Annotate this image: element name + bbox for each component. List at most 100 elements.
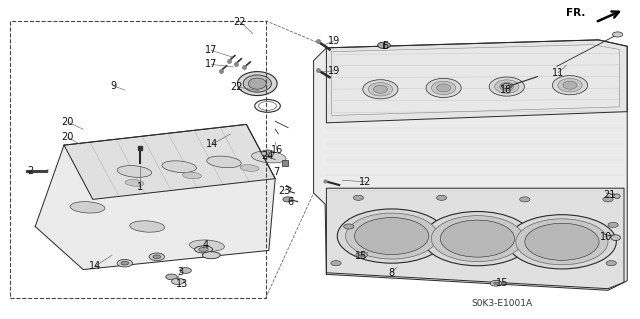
Circle shape: [180, 268, 191, 273]
Text: 14: 14: [206, 139, 219, 149]
Text: 2: 2: [28, 166, 34, 176]
Circle shape: [355, 218, 429, 255]
Polygon shape: [35, 124, 275, 270]
Text: 16: 16: [271, 145, 284, 155]
Ellipse shape: [252, 151, 286, 163]
Bar: [10, 21, 266, 298]
Text: 21: 21: [603, 190, 616, 200]
Ellipse shape: [202, 252, 220, 259]
Ellipse shape: [552, 76, 588, 95]
Text: 17: 17: [205, 59, 218, 70]
Ellipse shape: [563, 81, 577, 89]
Circle shape: [603, 197, 613, 202]
Text: 24: 24: [261, 151, 274, 161]
Ellipse shape: [614, 194, 620, 198]
Circle shape: [606, 261, 616, 266]
Circle shape: [423, 211, 532, 266]
Text: 5: 5: [382, 41, 388, 51]
Ellipse shape: [500, 83, 514, 91]
Text: 19: 19: [328, 66, 340, 76]
Circle shape: [121, 261, 129, 265]
Circle shape: [436, 195, 447, 200]
Circle shape: [490, 280, 502, 286]
Ellipse shape: [426, 78, 461, 98]
Ellipse shape: [130, 221, 164, 232]
Circle shape: [153, 255, 161, 259]
Text: 13: 13: [176, 279, 189, 289]
Ellipse shape: [117, 166, 152, 177]
Ellipse shape: [198, 248, 209, 251]
Circle shape: [353, 195, 364, 200]
Text: 1: 1: [136, 182, 143, 192]
Ellipse shape: [243, 75, 271, 92]
Circle shape: [440, 220, 515, 257]
Ellipse shape: [431, 81, 456, 95]
Circle shape: [520, 197, 530, 202]
Polygon shape: [326, 40, 627, 123]
Text: 9: 9: [111, 81, 117, 91]
Text: 18: 18: [499, 85, 512, 95]
Text: 14: 14: [88, 261, 101, 271]
Ellipse shape: [195, 246, 212, 253]
Circle shape: [337, 209, 446, 263]
Text: 8: 8: [388, 268, 395, 278]
Text: 20: 20: [61, 132, 74, 142]
Ellipse shape: [207, 156, 241, 168]
Circle shape: [493, 282, 499, 285]
Polygon shape: [314, 40, 627, 290]
Text: 3: 3: [177, 267, 184, 277]
Ellipse shape: [248, 78, 266, 89]
Circle shape: [508, 215, 616, 269]
Text: 23: 23: [278, 186, 291, 196]
Circle shape: [261, 150, 274, 156]
Ellipse shape: [436, 84, 451, 92]
Circle shape: [149, 253, 164, 261]
Text: 11: 11: [552, 68, 564, 78]
Circle shape: [346, 213, 438, 259]
Text: 7: 7: [273, 167, 280, 177]
Ellipse shape: [182, 172, 202, 179]
Polygon shape: [64, 124, 275, 199]
Circle shape: [166, 274, 177, 280]
Ellipse shape: [189, 240, 225, 251]
Ellipse shape: [125, 180, 144, 186]
Text: 12: 12: [359, 177, 372, 187]
Polygon shape: [332, 45, 620, 115]
Text: S0K3-E1001A: S0K3-E1001A: [472, 299, 533, 308]
Text: 15: 15: [496, 278, 509, 288]
Text: 19: 19: [328, 36, 340, 46]
Text: 4: 4: [203, 240, 209, 250]
Circle shape: [359, 254, 364, 256]
Text: 17: 17: [205, 45, 218, 56]
Circle shape: [331, 261, 341, 266]
Circle shape: [378, 42, 390, 48]
Ellipse shape: [489, 77, 524, 96]
Text: FR.: FR.: [566, 8, 586, 18]
Text: 22: 22: [234, 17, 246, 27]
Circle shape: [525, 223, 599, 260]
Text: 22: 22: [230, 82, 243, 92]
Ellipse shape: [495, 80, 519, 93]
Circle shape: [172, 278, 184, 285]
Ellipse shape: [373, 85, 387, 93]
Circle shape: [516, 219, 608, 265]
Ellipse shape: [237, 72, 277, 96]
Ellipse shape: [368, 83, 392, 96]
Ellipse shape: [558, 78, 582, 92]
Text: 20: 20: [61, 117, 74, 127]
Text: 15: 15: [355, 251, 367, 261]
Circle shape: [608, 222, 618, 227]
Circle shape: [502, 84, 512, 89]
Ellipse shape: [70, 202, 105, 213]
Circle shape: [612, 32, 623, 37]
Ellipse shape: [363, 80, 398, 99]
Ellipse shape: [162, 161, 196, 173]
Circle shape: [344, 224, 354, 229]
Ellipse shape: [240, 165, 259, 171]
Text: 10: 10: [600, 232, 612, 242]
Circle shape: [117, 259, 132, 267]
Ellipse shape: [611, 235, 620, 241]
Circle shape: [356, 252, 367, 258]
Text: 6: 6: [287, 197, 294, 207]
Circle shape: [283, 197, 293, 202]
